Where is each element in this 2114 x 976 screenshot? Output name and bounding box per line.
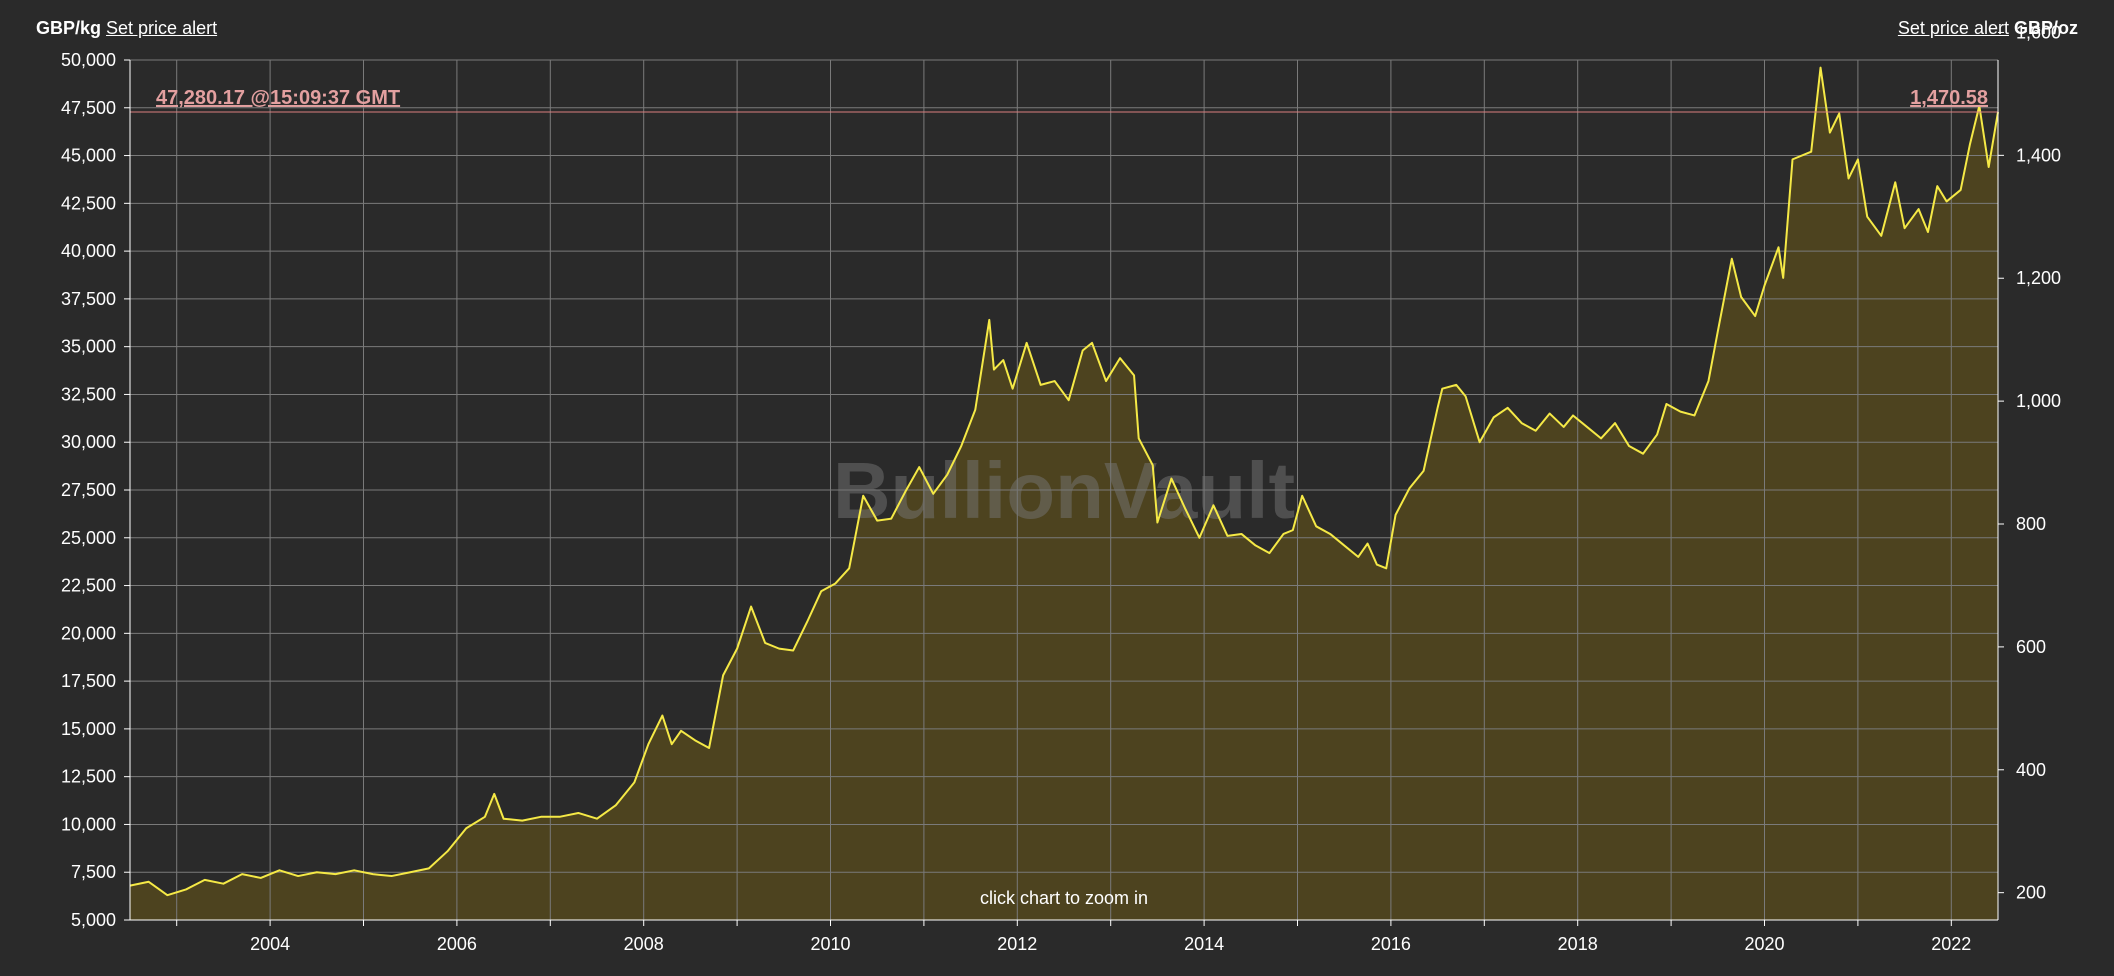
current-price-left-label: 47,280.17 @15:09:37 GMT	[156, 87, 400, 109]
x-tick: 2018	[1558, 934, 1598, 954]
chart-canvas[interactable]: BullionVault 47,280.17 @15:09:37 GMT 1,470…	[0, 0, 2114, 976]
x-tick: 2004	[250, 934, 290, 954]
y-left-tick: 45,000	[61, 146, 116, 166]
y-left-tick: 42,500	[61, 193, 116, 213]
x-tick: 2012	[997, 934, 1037, 954]
y-right-tick: 600	[2016, 637, 2046, 657]
gold-price-chart[interactable]: GBP/kg Set price alert Set price alert G…	[0, 0, 2114, 976]
y-left-tick: 50,000	[61, 50, 116, 70]
y-left-tick: 37,500	[61, 289, 116, 309]
y-left-tick: 25,000	[61, 528, 116, 548]
y-left-tick: 15,000	[61, 719, 116, 739]
y-left-tick: 10,000	[61, 814, 116, 834]
y-right-tick: 1,200	[2016, 268, 2061, 288]
x-tick: 2016	[1371, 934, 1411, 954]
y-right-tick: 200	[2016, 883, 2046, 903]
x-tick: 2020	[1744, 934, 1784, 954]
x-tick: 2010	[810, 934, 850, 954]
y-left-tick: 7,500	[71, 862, 116, 882]
y-left-tick: 20,000	[61, 623, 116, 643]
x-tick: 2014	[1184, 934, 1224, 954]
y-left-tick: 40,000	[61, 241, 116, 261]
y-left-tick: 22,500	[61, 576, 116, 596]
y-right-tick: 1,600	[2016, 22, 2061, 42]
x-tick: 2006	[437, 934, 477, 954]
y-left-tick: 5,000	[71, 910, 116, 930]
x-tick: 2008	[624, 934, 664, 954]
zoom-hint: click chart to zoom in	[980, 888, 1148, 908]
y-right-tick: 800	[2016, 514, 2046, 534]
y-left-tick: 17,500	[61, 671, 116, 691]
y-left-tick: 35,000	[61, 337, 116, 357]
y-left-tick: 12,500	[61, 767, 116, 787]
x-tick: 2022	[1931, 934, 1971, 954]
y-right-tick: 1,000	[2016, 391, 2061, 411]
y-right-tick: 1,400	[2016, 145, 2061, 165]
y-left-tick: 30,000	[61, 432, 116, 452]
y-right-tick: 400	[2016, 760, 2046, 780]
y-left-tick: 27,500	[61, 480, 116, 500]
watermark: BullionVault	[833, 446, 1295, 535]
current-price-right-label: 1,470.58	[1910, 87, 1988, 109]
y-left-tick: 32,500	[61, 384, 116, 404]
y-left-tick: 47,500	[61, 98, 116, 118]
